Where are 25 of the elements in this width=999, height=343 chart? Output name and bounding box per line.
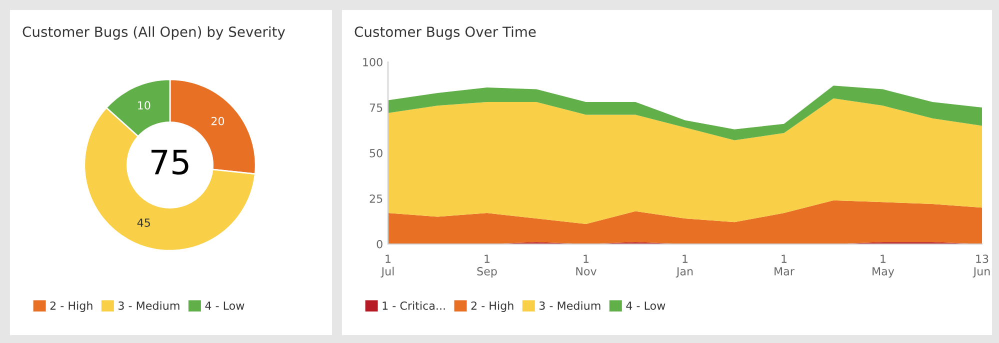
- legend-label: 4 - Low: [626, 302, 666, 310]
- legend-label: 3 - Medium: [539, 301, 600, 310]
- x-tick-label: 1 Jul: [380, 254, 394, 278]
- x-tick-label: 1 Sep: [477, 254, 497, 278]
- legend-label: 2 - High: [50, 301, 92, 312]
- legend-label: 3 - Medium: [118, 301, 180, 310]
- x-tick-label: 1 Mar: [774, 254, 794, 276]
- x-tick-label: 1 Nov: [576, 254, 597, 276]
- x-tick-label: 1 May: [872, 254, 894, 278]
- legend-label: 2 - High: [471, 301, 514, 312]
- x-tick-label: 13 Jun: [972, 254, 990, 278]
- y-tick-label: 75: [370, 104, 382, 112]
- chart-title: Customer Bugs (All Open) by Severity: [22, 26, 286, 40]
- data-label: 20: [211, 116, 224, 126]
- y-tick-label: 100: [363, 58, 382, 66]
- data-label: 10: [138, 101, 150, 110]
- data-label: 45: [137, 218, 150, 227]
- legend-label: 4 - Low: [205, 302, 244, 310]
- legend-label: 1 - Critica...: [382, 301, 445, 310]
- x-tick-label: 1 Jan: [676, 254, 693, 278]
- chart-title: Customer Bugs Over Time: [354, 26, 536, 40]
- y-tick-label: 25: [370, 194, 382, 203]
- y-tick-label: 50: [370, 148, 382, 158]
- y-tick-label: 0: [376, 240, 382, 248]
- text: 75: [152, 150, 188, 175]
